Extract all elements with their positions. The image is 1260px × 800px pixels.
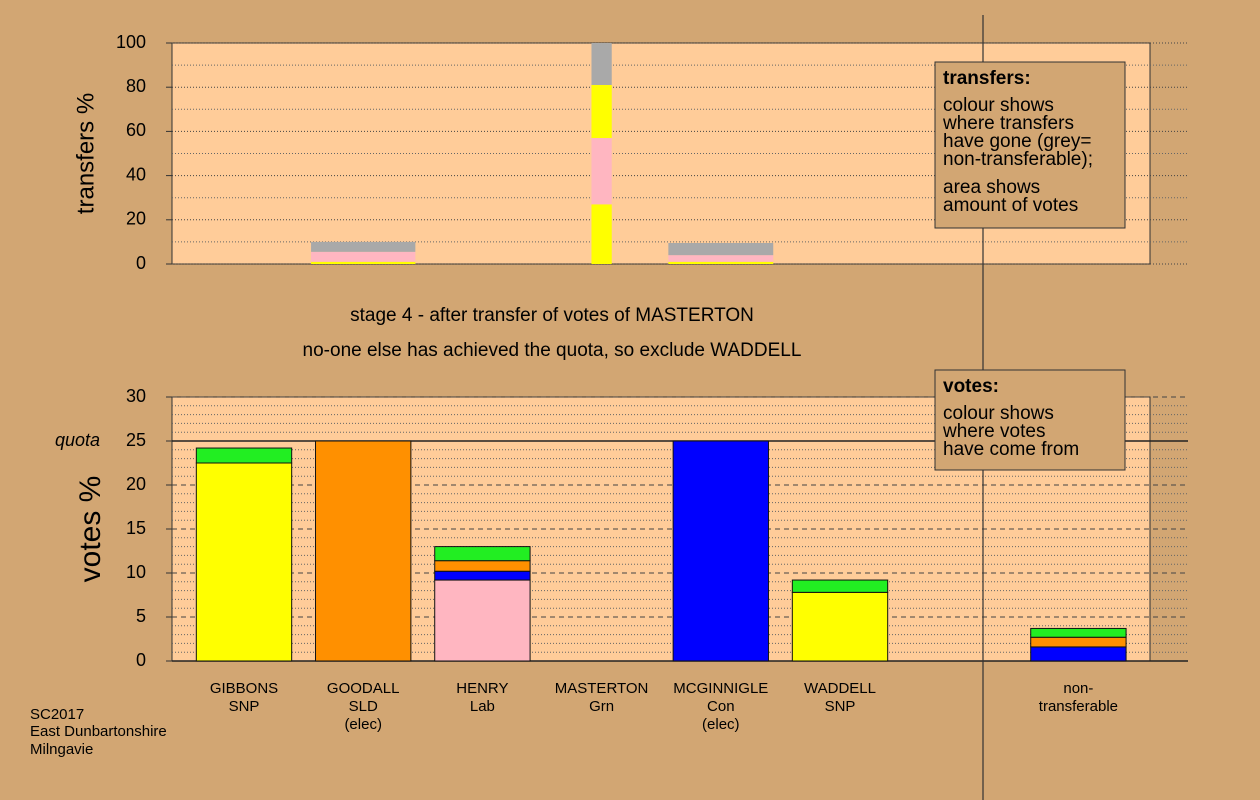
x-tick-label: MCGINNIGLE (673, 680, 768, 697)
y-tick-label: 25 (126, 430, 146, 450)
bar-segment (1030, 636, 1127, 648)
y-tick-label: 60 (126, 120, 146, 140)
x-tick-label: HENRY (456, 680, 508, 697)
legend-text: colour shows (943, 403, 1054, 424)
footer: East Dunbartonshire (30, 723, 167, 740)
bar-segment (791, 579, 889, 593)
y-axis-title: transfers % (72, 93, 99, 214)
legend-box (934, 61, 1126, 229)
bar-segment (434, 546, 531, 562)
legend-text: have come from (943, 439, 1079, 460)
bar-segment (668, 243, 774, 256)
bar-segment (672, 440, 769, 662)
x-tick-label: (elec) (344, 716, 382, 733)
bar-segment (791, 591, 889, 662)
footer: Milngavie (30, 741, 93, 758)
bar-segment (434, 579, 531, 662)
legend-text: area shows (943, 177, 1040, 198)
bar-segment (591, 43, 612, 85)
x-tick-label: Grn (589, 698, 614, 715)
y-tick-label: 0 (136, 253, 146, 273)
y-tick-label: 20 (126, 209, 146, 229)
y-axis-title: votes % (74, 476, 107, 583)
legend-title: votes: (943, 376, 999, 397)
x-tick-label: SLD (349, 698, 378, 715)
bar-segment (1030, 646, 1127, 662)
bar-segment (434, 570, 531, 581)
bar-segment (668, 255, 774, 262)
y-tick-label: 0 (136, 650, 146, 670)
footer: SC2017 (30, 706, 84, 723)
x-tick-label: SNP (229, 698, 260, 715)
legend-text: where votes (942, 421, 1045, 442)
bar-segment (195, 462, 293, 662)
legend-title: transfers: (943, 68, 1031, 89)
x-tick-label: (elec) (702, 716, 740, 733)
x-tick-label: non- (1063, 680, 1093, 697)
bar-segment (1030, 627, 1127, 638)
bar-segment (591, 84, 612, 139)
bar-segment (311, 241, 416, 252)
stage-text: stage 4 - after transfer of votes of MAS… (350, 305, 754, 326)
y-tick-label: 20 (126, 474, 146, 494)
bar-segment (315, 440, 412, 662)
legend-text: have gone (grey= (943, 131, 1091, 152)
bar-segment (591, 138, 612, 205)
y-tick-label: 40 (126, 164, 146, 184)
bar-segment (311, 251, 416, 262)
legend-text: colour shows (943, 95, 1054, 116)
bar-segment (668, 261, 774, 264)
x-tick-label: Lab (470, 698, 495, 715)
legend-text: where transfers (942, 113, 1074, 134)
y-tick-label: 10 (126, 562, 146, 582)
legend-text: amount of votes (943, 195, 1078, 216)
y-tick-label: 30 (126, 386, 146, 406)
x-tick-label: transferable (1039, 698, 1118, 715)
x-tick-label: GIBBONS (210, 680, 278, 697)
bar-segment (591, 204, 612, 264)
bar-segment (195, 447, 293, 464)
stage-text: no-one else has achieved the quota, so e… (303, 340, 802, 361)
x-tick-label: MASTERTON (555, 680, 649, 697)
x-tick-label: Con (707, 698, 735, 715)
x-tick-label: WADDELL (804, 680, 876, 697)
bar-segment (434, 560, 531, 572)
y-tick-label: 15 (126, 518, 146, 538)
quota-label: quota (55, 430, 100, 450)
y-tick-label: 100 (116, 32, 146, 52)
y-tick-label: 80 (126, 76, 146, 96)
x-tick-label: SNP (825, 698, 856, 715)
legend-box (934, 369, 1126, 471)
y-tick-label: 5 (136, 606, 146, 626)
legend-text: non-transferable); (943, 149, 1093, 170)
bar-segment (311, 261, 416, 264)
x-tick-label: GOODALL (327, 680, 400, 697)
